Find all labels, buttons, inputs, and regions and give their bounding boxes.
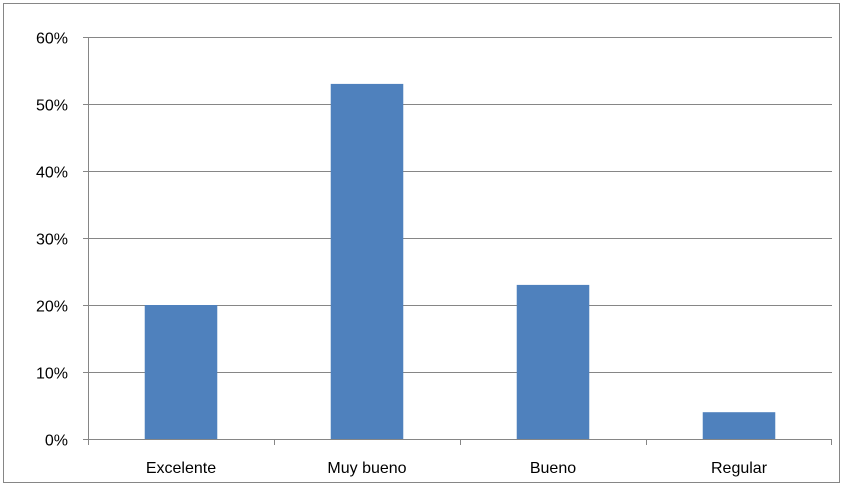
bar-regular bbox=[702, 412, 776, 439]
axes bbox=[83, 37, 832, 445]
bars bbox=[144, 83, 776, 440]
y-tick-label: 10% bbox=[36, 366, 68, 383]
y-tick-label: 50% bbox=[36, 98, 68, 115]
y-tick-label: 0% bbox=[45, 433, 68, 450]
y-tick-labels: 0% 10% 20% 30% 40% 50% 60% bbox=[36, 31, 68, 450]
y-tick-label: 20% bbox=[36, 299, 68, 316]
y-tick-label: 40% bbox=[36, 165, 68, 182]
bar-bueno bbox=[516, 284, 590, 439]
x-tick-label: Muy bueno bbox=[327, 460, 406, 477]
x-tick-labels: Excelente Muy bueno Bueno Regular bbox=[146, 460, 768, 477]
bar-excelente bbox=[144, 305, 218, 439]
x-tick-label: Regular bbox=[711, 460, 768, 477]
x-tick-label: Excelente bbox=[146, 460, 216, 477]
bar-muy-bueno bbox=[330, 83, 404, 440]
y-tick-label: 30% bbox=[36, 232, 68, 249]
y-tick-label: 60% bbox=[36, 31, 68, 48]
chart-frame bbox=[3, 3, 840, 483]
x-tick-label: Bueno bbox=[530, 460, 576, 477]
